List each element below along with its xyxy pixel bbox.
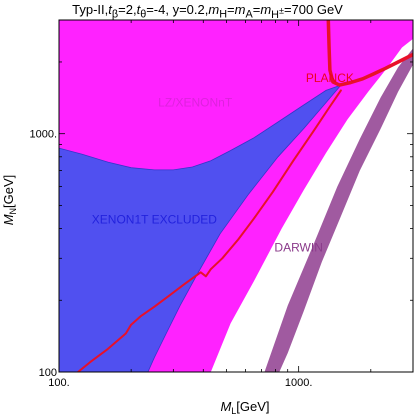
region-labels-layer: LZ/XENONnT XENON1T EXCLUDED DARWIN PLANCK (92, 71, 354, 255)
region-label-3: PLANCK (306, 71, 354, 85)
region-label-2: DARWIN (274, 241, 322, 255)
region-1 (59, 84, 343, 372)
planck-curve-4 (326, 20, 413, 87)
x-tick-label-1: 1000. (285, 377, 313, 389)
y-tick-label-1: 1000. (29, 129, 57, 141)
plot-frame (58, 19, 414, 373)
ticks-layer: 100. 1000. 100 1000. (29, 19, 414, 389)
x-tick-label-0: 100. (48, 377, 69, 389)
y-tick-label-0: 100 (39, 367, 57, 379)
y-axis-label: MN[GeV] (1, 175, 18, 226)
planck-curve-3 (77, 89, 342, 372)
region-2 (264, 48, 413, 372)
region-label-0: LZ/XENONnT (158, 96, 233, 110)
regions-layer (59, 20, 413, 372)
x-axis-label: ML[GeV] (220, 399, 269, 416)
chart-title: Typ-II,tβ=2,tθ=-4, y=0.2,mH=mA=mH±=700 G… (72, 2, 343, 21)
region-label-1: XENON1T EXCLUDED (92, 212, 217, 226)
